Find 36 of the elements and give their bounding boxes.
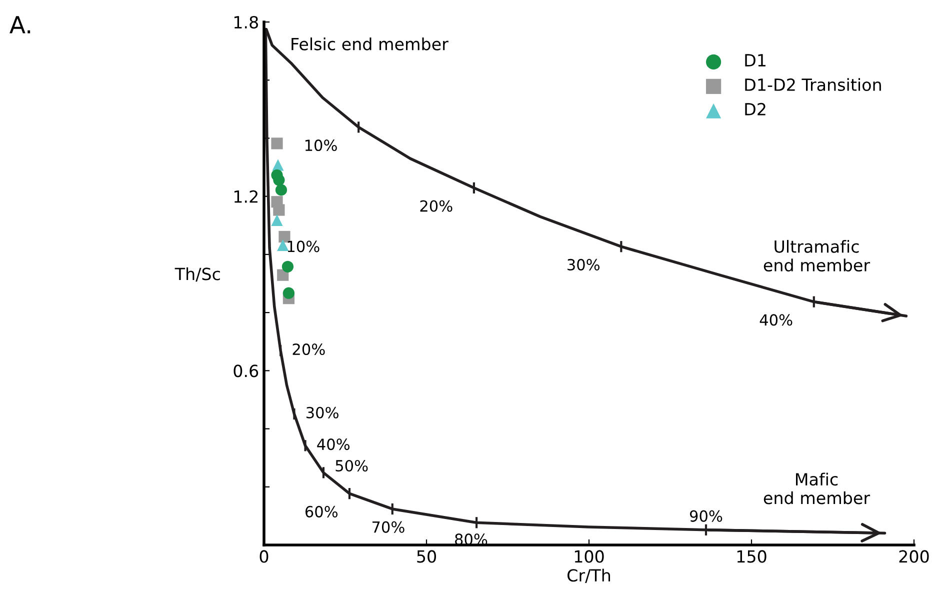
annotation: 10% — [288, 240, 320, 252]
point — [271, 214, 283, 226]
annotation: 20% — [292, 343, 325, 356]
annotation: Felsic end member — [292, 37, 448, 50]
point — [271, 138, 283, 150]
annotation: 20% — [420, 200, 452, 212]
x-tick-label: 150 — [737, 550, 766, 563]
legend-label: D2 — [745, 102, 766, 116]
point — [273, 174, 285, 186]
point — [275, 184, 288, 196]
point — [273, 204, 285, 216]
text: A. — [10, 16, 30, 34]
annotation: 40% — [317, 438, 350, 450]
annotation: 60% — [305, 506, 338, 518]
annotation: Ultramafic end member — [764, 240, 870, 272]
x-tick-label: 200 — [899, 550, 929, 563]
y-tick-label: 0.6 — [234, 364, 258, 378]
point — [282, 260, 294, 272]
point — [282, 287, 295, 299]
annotation: 10% — [305, 140, 337, 152]
legend-label: D1 — [745, 54, 766, 66]
x-tick-label: 0 — [260, 550, 268, 563]
annotation: 30% — [568, 258, 600, 270]
annotation: 50% — [336, 460, 368, 472]
x-axis-title: Cr/Th — [568, 568, 610, 583]
x-tick-label: 100 — [574, 550, 604, 563]
annotation: 30% — [306, 406, 338, 418]
y-axis-title: Th/Sc — [174, 267, 220, 282]
annotation: 70% — [372, 521, 404, 533]
annotation: Mafic end member — [764, 472, 870, 504]
annotation: 90% — [690, 510, 722, 522]
legend-label: D1-D2 Transition — [745, 78, 881, 92]
annotation: 40% — [760, 314, 792, 326]
y-tick-label: 1.2 — [234, 190, 258, 203]
x-tick-label: 50 — [417, 550, 436, 563]
y-tick-label: 1.8 — [234, 16, 258, 29]
